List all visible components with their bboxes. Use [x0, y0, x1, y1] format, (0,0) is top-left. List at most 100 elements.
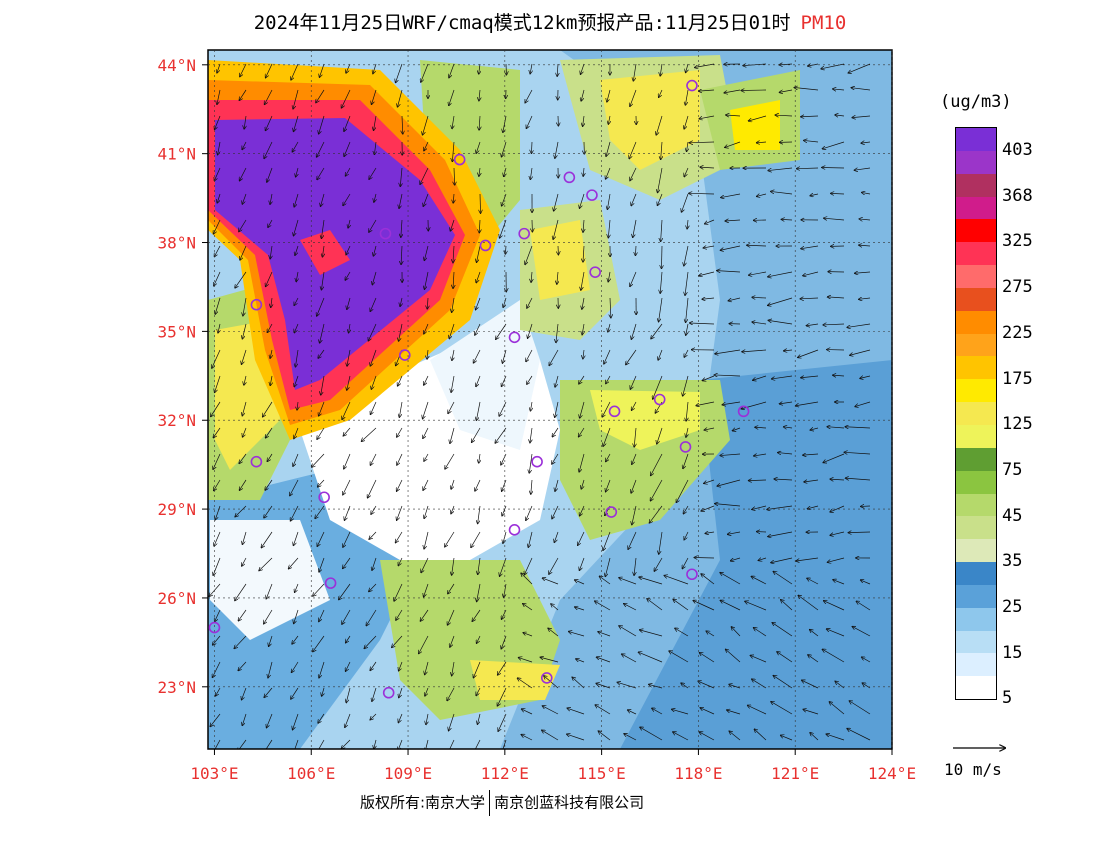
wind-arrow — [659, 89, 663, 97]
wind-arrow — [699, 732, 715, 741]
wind-arrow — [242, 713, 247, 725]
wind-arrow — [392, 635, 403, 647]
wind-arrow — [701, 574, 715, 585]
wind-arrow — [656, 115, 663, 135]
wind-arrow — [238, 661, 247, 670]
wind-arrow — [427, 349, 428, 359]
legend-swatch — [956, 265, 996, 288]
wind-arrow — [606, 375, 611, 384]
wind-arrow — [213, 635, 221, 645]
wind-arrow — [729, 731, 741, 741]
wind-arrow — [632, 453, 637, 464]
wind-arrow — [371, 89, 377, 104]
wind-arrow — [294, 193, 299, 207]
wind-arrow — [319, 609, 325, 621]
wind-arrow — [476, 687, 481, 696]
wind-arrow — [852, 627, 871, 637]
legend-label: 35 — [1002, 551, 1023, 572]
wind-arrow — [477, 635, 481, 643]
legend-swatch — [956, 128, 996, 151]
wind-arrow — [658, 167, 663, 193]
station-marker — [608, 405, 621, 418]
wind-arrow — [553, 219, 559, 239]
wind-arrow — [472, 609, 481, 621]
wind-arrow — [803, 709, 819, 715]
wind-arrow — [554, 193, 559, 211]
footer: 版权所有:南京大学 南京创蓝科技有限公司 — [360, 790, 644, 816]
wind-arrow — [504, 167, 506, 176]
wind-arrow — [854, 168, 871, 170]
wind-arrow — [243, 427, 247, 437]
wind-arrow — [235, 583, 247, 600]
wind-arrow — [686, 323, 688, 335]
wind-arrow — [606, 141, 611, 156]
legend-swatch — [956, 242, 996, 266]
wind-arrow — [622, 654, 637, 663]
wind-arrow — [847, 323, 871, 327]
wind-arrow — [242, 141, 247, 149]
wind-arrow — [523, 633, 533, 637]
wind-arrow — [445, 531, 455, 547]
wind-arrow — [684, 167, 689, 177]
legend-swatch — [956, 424, 996, 448]
wind-arrow — [728, 297, 741, 301]
wind-arrow — [524, 557, 533, 575]
station-marker — [737, 405, 750, 418]
wind-arrow — [424, 245, 429, 260]
wind-arrow — [319, 115, 325, 134]
wind-arrow — [676, 479, 689, 502]
wind-arrow — [424, 505, 429, 518]
wind-arrow — [720, 245, 741, 250]
wind-arrow — [293, 89, 299, 109]
wind-arrow — [523, 604, 533, 611]
wind-arrow — [374, 115, 377, 130]
wind-arrow — [798, 595, 819, 611]
legend-label: 45 — [1002, 505, 1023, 526]
wind-arrow — [673, 599, 689, 611]
station-marker — [586, 189, 598, 201]
wind-arrow — [343, 427, 351, 436]
wind-arrow — [346, 63, 351, 73]
wind-arrow — [451, 375, 455, 392]
wind-arrow — [397, 427, 403, 437]
wind-arrow — [419, 635, 429, 654]
wind-arrow — [339, 583, 351, 600]
wind-arrow — [473, 349, 481, 363]
wind-arrow — [808, 64, 819, 66]
wind-arrow — [552, 505, 559, 519]
wind-arrow — [343, 531, 351, 547]
wind-arrow — [632, 505, 637, 525]
wind-arrow — [212, 349, 221, 368]
wind-reference-label: 10 m/s — [944, 760, 1002, 779]
wind-arrow — [576, 659, 585, 663]
wind-arrow — [823, 453, 845, 463]
wind-arrow — [599, 576, 611, 585]
wind-arrow — [397, 505, 403, 520]
wind-arrow — [557, 271, 558, 284]
wind-arrow — [634, 427, 636, 447]
wind-arrow — [686, 401, 688, 421]
wind-arrow — [742, 350, 767, 352]
wind-arrow — [721, 193, 741, 198]
wind-arrow — [822, 167, 845, 168]
wind-arrow — [661, 141, 662, 159]
station-marker — [679, 441, 692, 453]
wind-arrow — [449, 739, 455, 749]
wind-arrow — [364, 635, 377, 648]
wind-arrow — [598, 632, 611, 637]
wind-arrow — [374, 739, 376, 749]
wind-arrow — [341, 89, 351, 108]
legend-swatch — [956, 676, 996, 700]
wind-arrow — [729, 684, 741, 689]
wind-arrow — [689, 142, 715, 143]
wind-arrow — [650, 479, 663, 501]
wind-arrow — [797, 168, 819, 169]
wind-arrow — [583, 115, 584, 126]
wind-arrow — [270, 349, 272, 358]
wind-arrow — [794, 88, 819, 91]
wind-arrow — [847, 729, 871, 741]
legend-swatch — [956, 562, 996, 585]
wind-arrow — [827, 557, 845, 562]
wind-arrow — [685, 271, 689, 295]
wind-reference-arrow — [953, 740, 1010, 754]
